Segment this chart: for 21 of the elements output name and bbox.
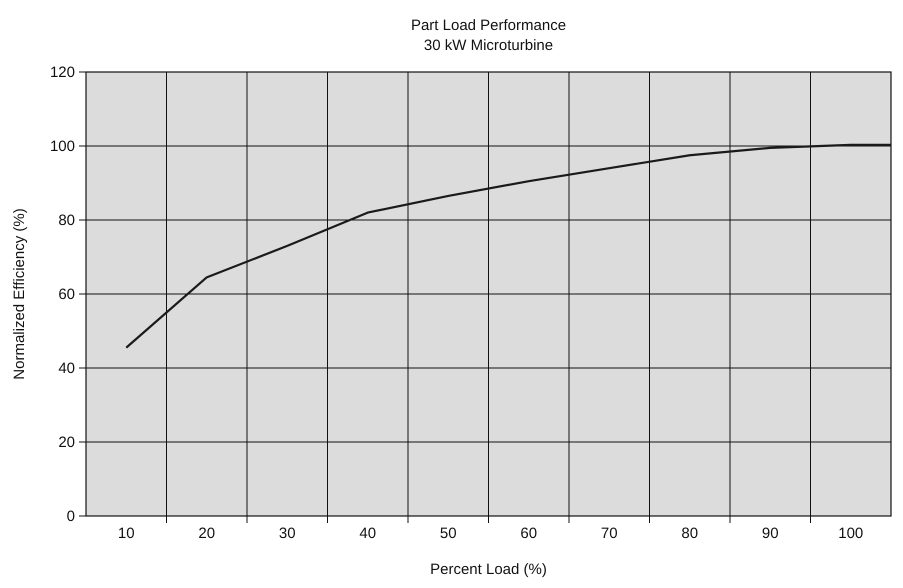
y-tick-label: 100 bbox=[50, 138, 75, 155]
x-tick-label: 100 bbox=[838, 525, 864, 542]
y-tick-label: 40 bbox=[58, 360, 75, 377]
x-tick-label: 90 bbox=[762, 525, 779, 542]
x-tick-label: 50 bbox=[440, 525, 457, 542]
y-tick-label: 60 bbox=[58, 286, 75, 303]
x-axis-title: Percent Load (%) bbox=[430, 561, 547, 578]
y-tick-label: 120 bbox=[50, 64, 75, 81]
y-axis-title: Normalized Efficiency (%) bbox=[11, 208, 28, 380]
x-tick-label: 80 bbox=[681, 525, 698, 542]
x-tick-label: 60 bbox=[520, 525, 538, 542]
x-tick-label: 70 bbox=[600, 525, 618, 542]
y-tick-label: 20 bbox=[58, 434, 75, 451]
x-tick-label: 10 bbox=[118, 525, 135, 542]
chart-subtitle: 30 kW Microturbine bbox=[424, 37, 554, 54]
chart-title: Part Load Performance bbox=[410, 17, 566, 34]
y-tick-label: 80 bbox=[58, 212, 75, 229]
x-tick-label: 20 bbox=[198, 525, 216, 542]
y-tick-label: 0 bbox=[66, 508, 75, 525]
x-tick-label: 40 bbox=[359, 525, 376, 542]
x-tick-label: 30 bbox=[278, 525, 296, 542]
